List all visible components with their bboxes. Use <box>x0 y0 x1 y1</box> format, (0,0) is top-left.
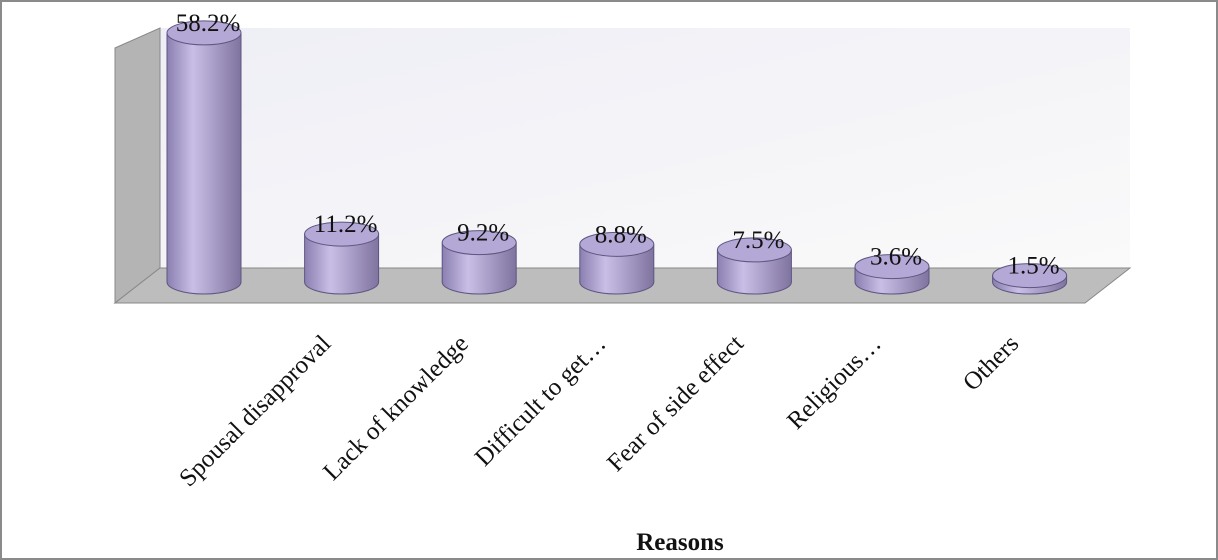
cylinder-top <box>166 20 242 46</box>
cylinder-top <box>441 230 517 256</box>
value-label: 3.6% <box>870 244 922 271</box>
cylinder-top <box>304 221 380 247</box>
value-label: 58.2% <box>176 10 241 37</box>
cylinder-top <box>992 263 1068 289</box>
value-label: 1.5% <box>1008 253 1060 280</box>
cylinder-top <box>716 237 792 263</box>
x-axis-label: Reasons <box>636 529 724 556</box>
value-label: 8.8% <box>595 221 647 248</box>
cylinder-top <box>854 254 930 280</box>
cylinder-body <box>167 32 241 283</box>
value-label: 9.2% <box>457 220 509 247</box>
value-label: 7.5% <box>732 227 784 254</box>
value-label: 11.2% <box>314 211 378 238</box>
side-wall <box>114 27 161 305</box>
cylinder-top <box>579 231 655 257</box>
